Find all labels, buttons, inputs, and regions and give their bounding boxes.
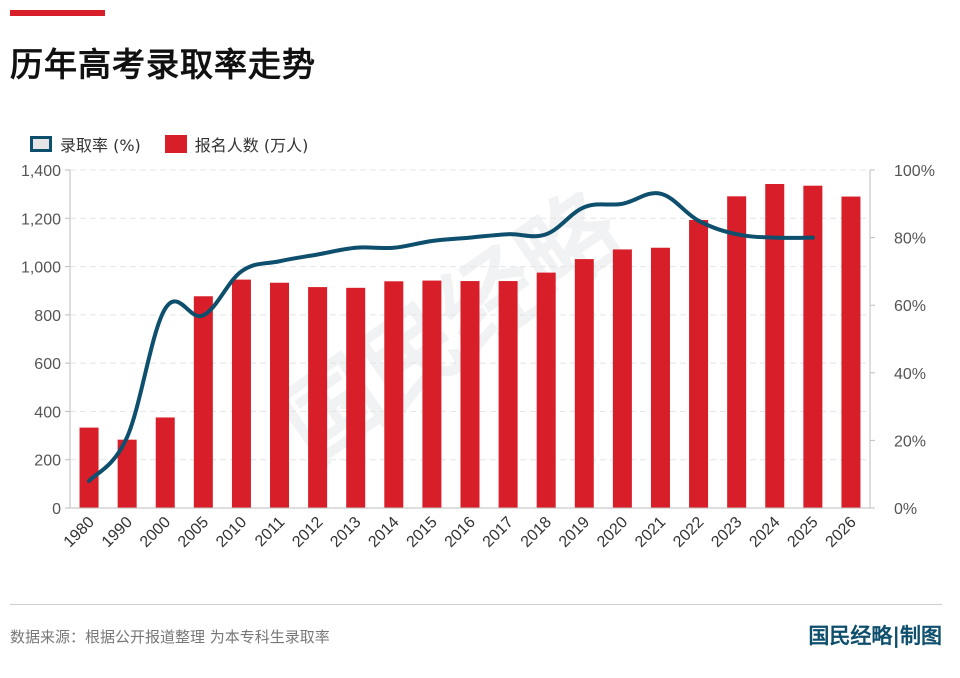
legend-line-swatch [30, 136, 52, 152]
legend-label-applicants: 报名人数 (万人) [194, 136, 309, 155]
y-right-tick-label: 0% [894, 501, 917, 518]
bar-applicants [841, 196, 861, 509]
x-tick-label: 2014 [365, 514, 402, 551]
bar-applicants [231, 279, 251, 508]
y-right-tick-label: 20% [894, 433, 926, 450]
line-admission-rate [87, 191, 815, 483]
bar-applicants [270, 282, 290, 508]
chart-legend: 录取率 (%) 报名人数 (万人) [30, 130, 332, 158]
source-note: 数据来源：根据公开报道整理 为本专科生录取率 [10, 628, 330, 646]
x-tick-label: 2016 [442, 514, 479, 551]
x-tick-label: 2026 [823, 514, 860, 551]
admission-rate-chart: 国民经略02004006008001,0001,2001,4000%20%40%… [21, 163, 935, 551]
y-left-tick-label: 0 [52, 501, 61, 518]
x-tick-label: 2017 [480, 514, 517, 551]
y-left-tick-label: 200 [34, 453, 61, 470]
x-tick-label: 2023 [708, 514, 745, 551]
bar-applicants [650, 247, 670, 508]
y-left-tick-label: 1,000 [21, 260, 61, 277]
x-tick-label: 2010 [213, 514, 250, 551]
x-tick-label: 2024 [746, 514, 783, 551]
accent-bar [10, 10, 105, 16]
x-tick-label: 1990 [99, 514, 136, 551]
bar-applicants [460, 281, 480, 508]
bar-applicants [689, 219, 709, 508]
x-tick-label: 2021 [632, 514, 669, 551]
y-left-tick-label: 800 [34, 308, 61, 325]
x-tick-label: 2005 [175, 514, 212, 551]
x-tick-label: 2000 [137, 514, 174, 551]
bar-applicants [308, 287, 328, 508]
y-right-tick-label: 40% [894, 366, 926, 383]
bar-applicants [193, 296, 213, 508]
bar-applicants [803, 185, 823, 508]
y-right-tick-label: 80% [894, 231, 926, 248]
x-tick-label: 2012 [289, 514, 326, 551]
legend-item-rate: 录取率 (%) [30, 132, 141, 156]
x-tick-label: 2015 [404, 514, 441, 551]
y-left-tick-label: 1,200 [21, 211, 61, 228]
x-tick-label: 2018 [518, 514, 555, 551]
bar-applicants [422, 280, 442, 508]
y-right-tick-label: 100% [894, 163, 935, 180]
x-tick-label: 1980 [61, 514, 98, 551]
bar-applicants [574, 259, 594, 508]
bar-applicants [536, 272, 556, 508]
legend-bar-swatch [164, 135, 187, 153]
legend-label-rate: 录取率 (%) [60, 136, 141, 155]
legend-item-applicants: 报名人数 (万人) [164, 132, 309, 156]
y-left-tick-label: 1,400 [21, 163, 61, 180]
bar-applicants [727, 196, 747, 508]
bar-applicants [117, 439, 137, 508]
y-right-tick-label: 60% [894, 298, 926, 315]
x-tick-label: 2013 [327, 514, 364, 551]
x-tick-label: 2022 [670, 514, 707, 551]
y-left-tick-label: 400 [34, 404, 61, 421]
bar-applicants [765, 184, 785, 508]
bar-applicants [155, 417, 175, 508]
page-title: 历年高考录取率走势 [10, 45, 316, 84]
bar-applicants [384, 281, 404, 508]
x-tick-label: 2020 [594, 514, 631, 551]
x-tick-label: 2019 [556, 514, 593, 551]
bar-applicants [79, 427, 99, 508]
x-tick-label: 2025 [784, 514, 821, 551]
footer-divider [10, 604, 942, 605]
brand-credit: 国民经略|制图 [808, 624, 942, 648]
x-tick-label: 2011 [252, 514, 288, 550]
y-left-tick-label: 600 [34, 356, 61, 373]
bar-applicants [498, 281, 518, 508]
bar-applicants [612, 249, 632, 508]
bar-applicants [346, 287, 366, 508]
